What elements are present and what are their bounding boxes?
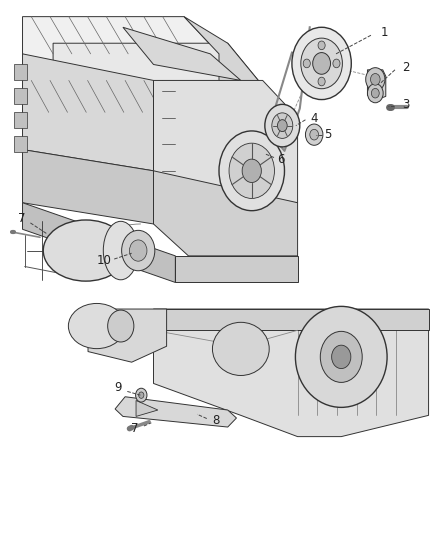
Circle shape xyxy=(277,120,287,132)
Polygon shape xyxy=(115,397,237,427)
Circle shape xyxy=(366,68,385,91)
Circle shape xyxy=(305,124,323,146)
Circle shape xyxy=(219,131,285,211)
Polygon shape xyxy=(184,17,263,86)
Polygon shape xyxy=(22,203,175,282)
Polygon shape xyxy=(14,136,27,152)
Text: 3: 3 xyxy=(402,98,410,111)
Circle shape xyxy=(318,77,325,86)
Polygon shape xyxy=(367,70,386,99)
Circle shape xyxy=(130,240,147,261)
Circle shape xyxy=(265,104,300,147)
Circle shape xyxy=(139,392,144,398)
Circle shape xyxy=(136,388,147,402)
Polygon shape xyxy=(153,309,428,330)
Polygon shape xyxy=(14,112,27,128)
Text: 6: 6 xyxy=(277,152,285,166)
Circle shape xyxy=(272,113,293,139)
Polygon shape xyxy=(14,88,27,104)
Text: 7: 7 xyxy=(18,212,25,225)
Polygon shape xyxy=(88,309,166,362)
Polygon shape xyxy=(153,80,297,203)
Circle shape xyxy=(303,59,310,68)
Circle shape xyxy=(313,53,331,74)
Polygon shape xyxy=(14,64,27,80)
Circle shape xyxy=(122,230,155,271)
Circle shape xyxy=(292,27,351,100)
Polygon shape xyxy=(22,150,153,224)
Ellipse shape xyxy=(43,220,128,281)
Polygon shape xyxy=(136,400,158,416)
Text: 4: 4 xyxy=(311,112,318,125)
Polygon shape xyxy=(123,27,241,80)
Polygon shape xyxy=(175,256,297,282)
Text: 7: 7 xyxy=(131,422,139,435)
Polygon shape xyxy=(22,17,219,80)
Text: 10: 10 xyxy=(97,254,112,266)
Circle shape xyxy=(371,74,380,85)
Ellipse shape xyxy=(68,303,125,349)
Text: 9: 9 xyxy=(114,381,121,394)
Circle shape xyxy=(301,38,343,88)
Circle shape xyxy=(371,88,379,98)
Polygon shape xyxy=(153,171,297,256)
Polygon shape xyxy=(53,43,263,112)
Circle shape xyxy=(242,159,261,182)
Circle shape xyxy=(318,41,325,50)
Polygon shape xyxy=(22,54,153,171)
Circle shape xyxy=(320,332,362,382)
Ellipse shape xyxy=(295,306,387,407)
Circle shape xyxy=(310,130,318,140)
Circle shape xyxy=(108,310,134,342)
Circle shape xyxy=(333,59,340,68)
Text: 1: 1 xyxy=(381,26,389,39)
Circle shape xyxy=(229,143,275,198)
Circle shape xyxy=(332,345,351,368)
Polygon shape xyxy=(153,309,428,437)
Ellipse shape xyxy=(212,322,269,375)
Circle shape xyxy=(367,84,383,103)
Text: 8: 8 xyxy=(212,414,219,427)
Text: 5: 5 xyxy=(325,128,332,141)
Ellipse shape xyxy=(103,221,138,280)
Text: 2: 2 xyxy=(402,61,410,74)
